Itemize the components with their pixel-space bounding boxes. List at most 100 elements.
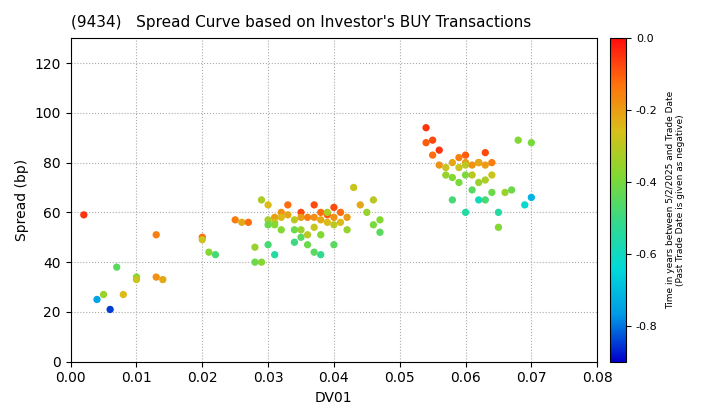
Point xyxy=(354,202,366,208)
Point xyxy=(492,209,504,216)
Point xyxy=(480,162,491,168)
Point xyxy=(243,219,254,226)
Point xyxy=(433,147,445,153)
Point xyxy=(104,306,116,313)
Point xyxy=(308,202,320,208)
Point xyxy=(453,179,464,186)
Point xyxy=(328,204,340,211)
Point xyxy=(230,216,241,223)
Point xyxy=(335,219,346,226)
Point xyxy=(289,226,300,233)
Point xyxy=(269,219,280,226)
Point xyxy=(78,212,89,218)
Y-axis label: Time in years between 5/2/2025 and Trade Date
(Past Trade Date is given as negat: Time in years between 5/2/2025 and Trade… xyxy=(666,91,685,309)
Point xyxy=(341,226,353,233)
Point xyxy=(315,251,326,258)
Y-axis label: Spread (bp): Spread (bp) xyxy=(15,159,29,241)
Point xyxy=(308,224,320,231)
Point xyxy=(197,236,208,243)
Point xyxy=(427,137,438,144)
Point xyxy=(269,214,280,220)
Point xyxy=(302,214,313,220)
Point xyxy=(282,202,294,208)
Point xyxy=(302,241,313,248)
Point xyxy=(328,221,340,228)
Point xyxy=(203,249,215,255)
Point xyxy=(460,159,472,166)
Point xyxy=(249,259,261,265)
Point xyxy=(322,219,333,226)
Point xyxy=(526,194,537,201)
Point xyxy=(460,172,472,178)
Point xyxy=(480,177,491,184)
Point xyxy=(368,221,379,228)
Point xyxy=(256,197,267,203)
Point xyxy=(492,224,504,231)
Point xyxy=(467,186,478,193)
Point xyxy=(315,231,326,238)
Point xyxy=(473,179,485,186)
Point xyxy=(269,221,280,228)
Text: (9434)   Spread Curve based on Investor's BUY Transactions: (9434) Spread Curve based on Investor's … xyxy=(71,15,531,30)
Point xyxy=(328,214,340,220)
Point xyxy=(467,162,478,168)
Point xyxy=(249,244,261,251)
Point xyxy=(262,221,274,228)
Point xyxy=(480,197,491,203)
Point xyxy=(131,274,143,281)
Point xyxy=(427,152,438,158)
Point xyxy=(256,259,267,265)
Point xyxy=(276,214,287,220)
Point xyxy=(295,209,307,216)
Point xyxy=(473,159,485,166)
Point xyxy=(519,202,531,208)
Point xyxy=(486,172,498,178)
Point xyxy=(453,164,464,171)
Point xyxy=(328,241,340,248)
Point xyxy=(440,172,451,178)
X-axis label: DV01: DV01 xyxy=(315,391,353,405)
Point xyxy=(91,296,103,303)
Point xyxy=(322,209,333,216)
Point xyxy=(420,139,432,146)
Point xyxy=(289,216,300,223)
Point xyxy=(197,234,208,241)
Point xyxy=(460,209,472,216)
Point xyxy=(460,152,472,158)
Point xyxy=(473,197,485,203)
Point xyxy=(262,202,274,208)
Point xyxy=(150,274,162,281)
Point xyxy=(295,226,307,233)
Point xyxy=(117,291,129,298)
Point xyxy=(374,229,386,236)
Point xyxy=(335,209,346,216)
Point xyxy=(473,159,485,166)
Point xyxy=(480,149,491,156)
Point xyxy=(506,186,518,193)
Point xyxy=(236,219,248,226)
Point xyxy=(150,231,162,238)
Point xyxy=(499,189,510,196)
Point xyxy=(269,251,280,258)
Point xyxy=(308,249,320,255)
Point xyxy=(374,216,386,223)
Point xyxy=(276,209,287,216)
Point xyxy=(276,226,287,233)
Point xyxy=(282,212,294,218)
Point xyxy=(322,212,333,218)
Point xyxy=(262,216,274,223)
Point xyxy=(446,159,458,166)
Point xyxy=(446,174,458,181)
Point xyxy=(295,234,307,241)
Point xyxy=(486,159,498,166)
Point xyxy=(440,164,451,171)
Point xyxy=(98,291,109,298)
Point xyxy=(315,209,326,216)
Point xyxy=(467,172,478,178)
Point xyxy=(361,209,372,216)
Point xyxy=(111,264,122,270)
Point xyxy=(453,154,464,161)
Point xyxy=(368,197,379,203)
Point xyxy=(315,216,326,223)
Point xyxy=(302,231,313,238)
